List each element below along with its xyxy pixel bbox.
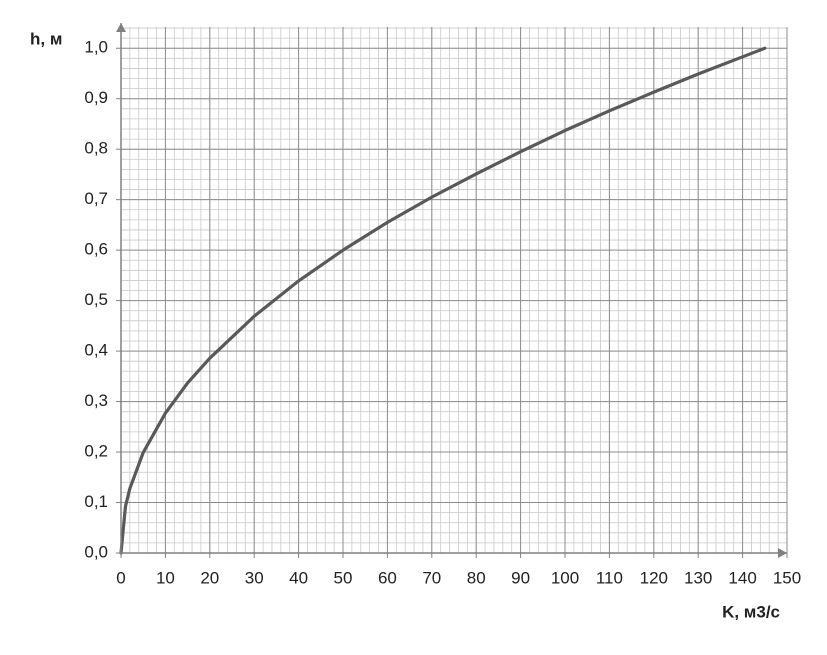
y-tick-label: 0,2 [84,442,108,461]
x-tick-label: 60 [378,568,397,587]
x-tick-label: 20 [200,568,219,587]
grid [120,27,788,554]
y-tick-label: 0,7 [84,189,108,208]
x-tick-label: 90 [511,568,530,587]
x-tick-label: 50 [334,568,353,587]
x-tick-label: 100 [551,568,579,587]
x-tick-label: 10 [156,568,175,587]
x-tick-label: 130 [684,568,712,587]
y-tick-label: 0,6 [84,240,108,259]
x-tick-label: 110 [596,568,623,587]
y-axis-arrow [116,23,126,32]
y-tick-label: 0,5 [84,290,108,309]
x-axis-title: K, м3/с [722,602,780,621]
x-axis-arrow [778,548,787,558]
x-tick-label: 70 [422,568,441,587]
y-tick-label: 0,9 [84,88,108,107]
x-tick-label: 30 [245,568,264,587]
x-tick-label: 40 [289,568,308,587]
data-line [119,46,767,555]
y-tick-label: 0,8 [84,139,108,158]
y-tick-label: 1,0 [84,38,108,57]
x-tick-label: 140 [728,568,756,587]
x-tick-label: 150 [773,568,801,587]
y-axis-title: h, м [30,29,62,48]
x-tick-label: 80 [467,568,486,587]
x-tick-label: 0 [116,568,125,587]
plot [119,46,767,555]
x-tick-label: 120 [640,568,668,587]
y-tick-label: 0,3 [84,391,108,410]
y-tick-label: 0,1 [84,492,108,511]
y-tick-label: 0,0 [84,542,108,561]
y-tick-label: 0,4 [84,341,108,360]
